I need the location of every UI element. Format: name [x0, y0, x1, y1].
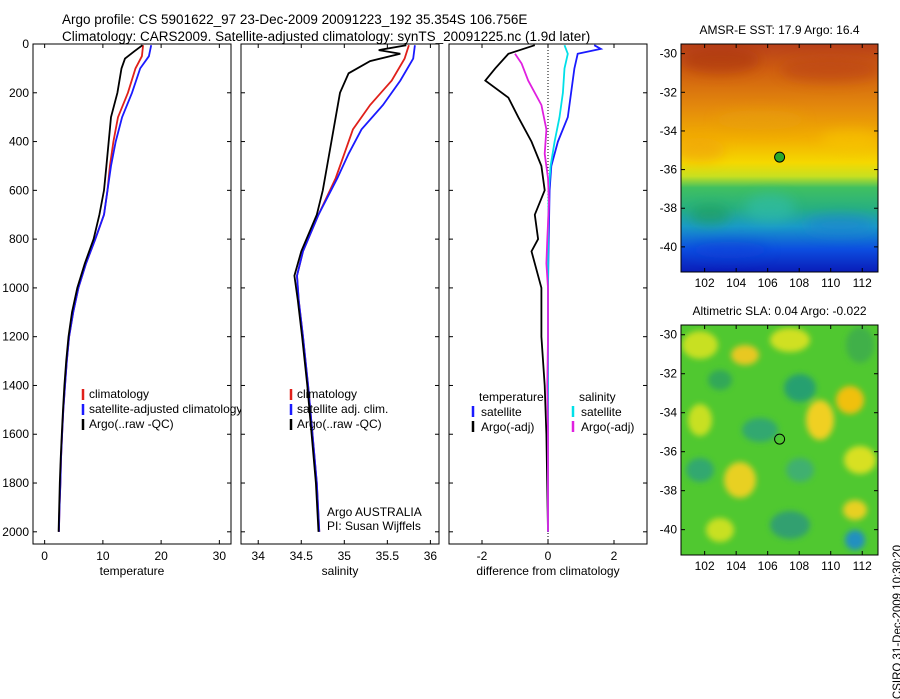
- x-tick-label: 104: [726, 559, 746, 573]
- y-tick-label: -40: [660, 240, 678, 254]
- series-group: [293, 44, 416, 532]
- x-tick-label: 36: [424, 549, 438, 563]
- x-tick-label: 110: [821, 276, 840, 290]
- x-tick-label: 104: [726, 276, 746, 290]
- sst-map-axes: AMSR-E SST: 17.9 Argo: 16.4 102 104 106 108 1…: [660, 23, 879, 290]
- legend-entry: Argo(-adj): [481, 420, 534, 434]
- y-tick-label: 0: [22, 37, 29, 51]
- x-tick-label: 2: [611, 549, 618, 563]
- y-tick-label: -30: [660, 328, 678, 342]
- float-position-marker: [774, 433, 786, 445]
- x-tick-label: 10: [96, 549, 110, 563]
- x-axis-label: salinity: [322, 564, 359, 578]
- legend-header: temperature: [479, 390, 544, 404]
- x-tick-label: 34.5: [290, 549, 314, 563]
- figure-title-line-1: Argo profile: CS 5901622_97 23-Dec-2009 …: [62, 12, 528, 27]
- y-tick-label: 2000: [2, 525, 29, 539]
- annotation-text: PI: Susan Wijffels: [327, 519, 421, 533]
- y-tick-label: -32: [660, 367, 678, 381]
- x-tick-label: 102: [695, 559, 715, 573]
- legend-entry: satellite adj. clim.: [297, 402, 388, 416]
- y-tick-label: 1400: [2, 378, 29, 392]
- profile-panel-1: 0 200 400 600 800 1000 1200 1400 1600 1800 2000 0 10…: [2, 37, 242, 578]
- x-tick-label: 108: [789, 559, 809, 573]
- y-tick-label: -38: [660, 201, 678, 215]
- x-tick-label: 110: [821, 559, 840, 573]
- creation-stamp: CSIRO 31-Dec-2009 10:30:20: [892, 545, 900, 699]
- legend-entry: satellite: [581, 405, 622, 419]
- y-tick-label: 400: [9, 135, 29, 149]
- y-tick-label: -30: [660, 47, 678, 61]
- series-group: [484, 44, 604, 532]
- sst-map-image: [681, 44, 878, 272]
- y-tick-label: -34: [660, 406, 678, 420]
- series-line-argo-raw-qc-: [57, 44, 144, 532]
- figure-title-line-2: Climatology: CARS2009. Satellite-adjuste…: [62, 29, 591, 44]
- y-tick-label: 200: [9, 86, 29, 100]
- map-frame: [680, 324, 879, 556]
- x-tick-label: 106: [758, 559, 778, 573]
- legend-entry: Argo(..raw -QC): [89, 417, 174, 431]
- legend-entry: satellite-adjusted climatology: [89, 402, 242, 416]
- axes-frame: [240, 43, 440, 545]
- y-tick-label: 1600: [2, 427, 29, 441]
- series-group: [57, 44, 153, 532]
- x-tick-label: 112: [853, 276, 872, 290]
- series-line-temperature-argo-adj-: [484, 44, 549, 532]
- x-axis-label: difference from climatology: [476, 564, 619, 578]
- legend-entry: climatology: [89, 387, 149, 401]
- x-tick-label: -2: [477, 549, 488, 563]
- sla-map-axes: Altimetric SLA: 0.04 Argo: -0.022 102 104 1…: [660, 304, 879, 573]
- x-tick-label: 108: [789, 276, 809, 290]
- x-tick-label: 102: [695, 276, 715, 290]
- y-tick-label: -38: [660, 484, 678, 498]
- x-tick-label: 0: [545, 549, 552, 563]
- sla-map-image: [681, 325, 878, 555]
- float-position-marker: [774, 151, 786, 163]
- x-tick-label: 0: [41, 549, 48, 563]
- y-tick-label: -32: [660, 85, 678, 99]
- map-title: AMSR-E SST: 17.9 Argo: 16.4: [699, 23, 859, 37]
- x-axis-label: temperature: [100, 564, 165, 578]
- series-line-salinity-argo-adj-: [514, 53, 550, 532]
- legend-entry: climatology: [297, 387, 357, 401]
- axes-frame: [32, 43, 232, 545]
- map-title: Altimetric SLA: 0.04 Argo: -0.022: [692, 304, 866, 318]
- y-tick-label: 1200: [2, 330, 29, 344]
- y-tick-label: 1800: [2, 476, 29, 490]
- series-line-argo-raw-qc-: [293, 44, 407, 532]
- x-tick-label: 30: [213, 549, 227, 563]
- x-tick-label: 35.5: [376, 549, 400, 563]
- y-tick-label: -34: [660, 124, 678, 138]
- annotation-text: Argo AUSTRALIA: [327, 505, 422, 519]
- x-tick-label: 112: [853, 559, 872, 573]
- x-tick-label: 20: [154, 549, 168, 563]
- x-tick-label: 34: [252, 549, 266, 563]
- y-tick-label: 800: [9, 232, 29, 246]
- x-tick-label: 106: [758, 276, 778, 290]
- y-tick-label: 600: [9, 183, 29, 197]
- legend-entry: satellite: [481, 405, 522, 419]
- legend-entry: Argo(-adj): [581, 420, 634, 434]
- map-frame: [680, 43, 879, 273]
- legend-header: salinity: [579, 390, 616, 404]
- y-tick-label: 1000: [2, 281, 29, 295]
- legend-entry: Argo(..raw -QC): [297, 417, 382, 431]
- profile-panel-2: 34 34.5 35 35.5 36 salinity climatologysatelli…: [240, 43, 440, 578]
- x-tick-label: 35: [338, 549, 352, 563]
- y-tick-label: -40: [660, 523, 678, 537]
- y-tick-label: -36: [660, 163, 678, 177]
- y-tick-label: -36: [660, 445, 678, 459]
